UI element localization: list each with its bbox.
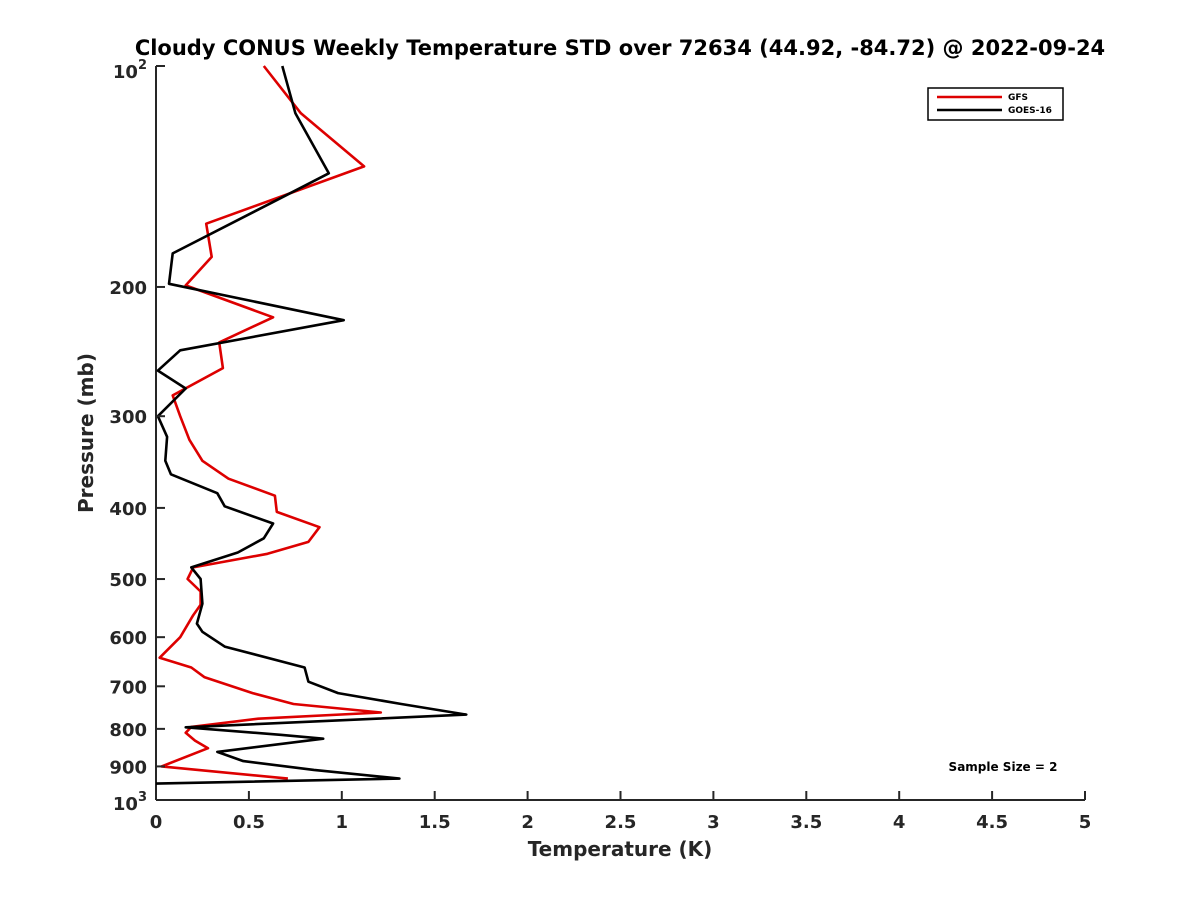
- y-tick-label-7: 900: [109, 757, 147, 778]
- x-tick-label-7: 3.5: [790, 812, 822, 833]
- x-tick-label-8: 4: [893, 812, 906, 833]
- x-axis-label: Temperature (K): [528, 837, 713, 861]
- y-tick-label-0: 200: [109, 278, 147, 299]
- y-bottom-exp: 3: [138, 790, 147, 805]
- y-tick-label-6: 800: [109, 720, 147, 741]
- series-line-goes-16: [155, 65, 468, 785]
- y-top-exp: 2: [138, 58, 147, 73]
- y-tick-label-2: 400: [109, 499, 147, 520]
- chart-title: Cloudy CONUS Weekly Temperature STD over…: [135, 36, 1105, 60]
- y-tick-label-1: 300: [109, 407, 147, 428]
- x-tick-label-1: 0.5: [233, 812, 265, 833]
- x-tick-label-9: 4.5: [976, 812, 1008, 833]
- y-bottom-base: 10: [113, 794, 138, 815]
- y-tick-label-bottom: 103: [113, 790, 147, 815]
- x-tick-label-3: 1.5: [419, 812, 451, 833]
- plot-area: [155, 65, 1085, 801]
- legend: GFS GOES-16: [927, 87, 1064, 121]
- x-tick-label-5: 2.5: [605, 812, 637, 833]
- y-top-base: 10: [113, 62, 138, 83]
- legend-box: [927, 87, 1064, 121]
- x-tick-label-10: 5: [1079, 812, 1092, 833]
- sample-size-annotation: Sample Size = 2: [949, 760, 1058, 774]
- x-tick-label-6: 3: [707, 812, 720, 833]
- y-axis-ticks: 200 300 400 500 600 700 800 900: [109, 65, 165, 801]
- series-layer: [155, 65, 468, 785]
- y-tick-label-4: 600: [109, 628, 147, 649]
- x-tick-label-4: 2: [521, 812, 534, 833]
- y-tick-label-top: 102: [113, 58, 147, 83]
- legend-label-goes-16: GOES-16: [1008, 106, 1052, 116]
- x-tick-label-2: 1: [336, 812, 349, 833]
- series-line-gfs: [158, 65, 383, 780]
- x-tick-label-0: 0: [150, 812, 163, 833]
- y-tick-label-5: 700: [109, 677, 147, 698]
- y-axis-label: Pressure (mb): [74, 353, 98, 513]
- x-axis-ticks: 0 0.5 1 1.5 2 2.5 3 3.5 4 4.5 5: [150, 791, 1092, 833]
- legend-label-gfs: GFS: [1008, 93, 1028, 103]
- y-tick-label-3: 500: [109, 570, 147, 591]
